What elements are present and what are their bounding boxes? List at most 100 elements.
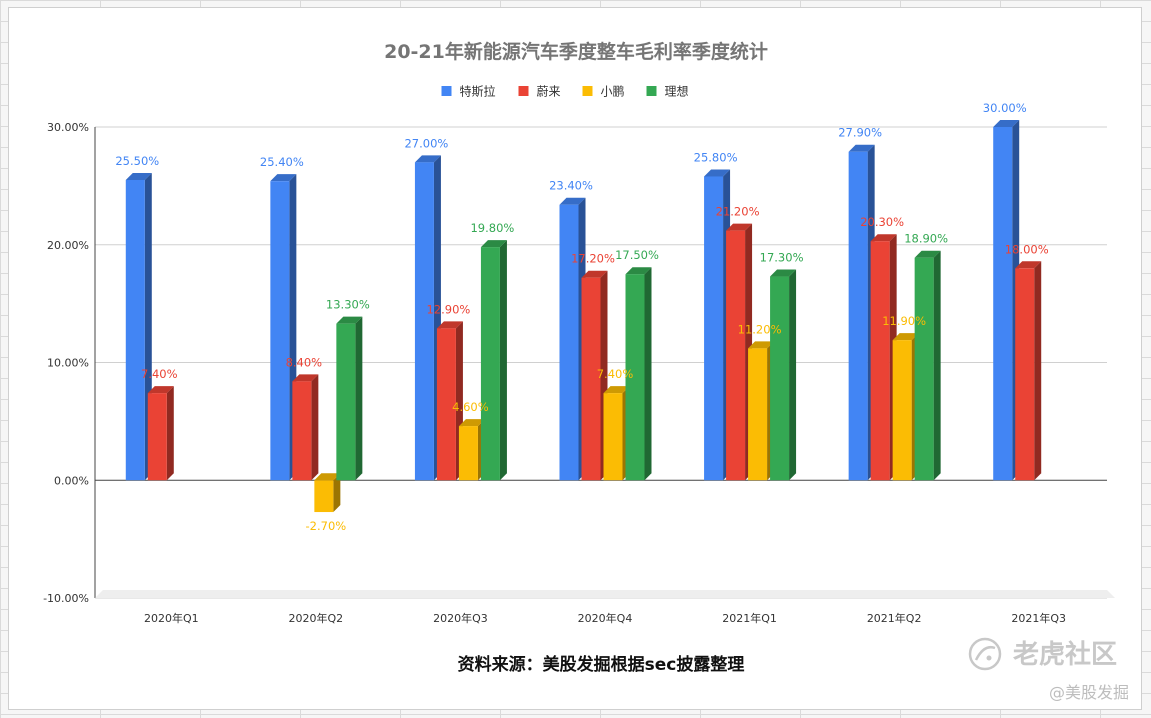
data-label: 17.30% [760, 251, 804, 265]
data-label: 12.90% [426, 302, 470, 316]
x-category-label: 2021年Q3 [1011, 611, 1066, 625]
bar-top [848, 144, 875, 152]
bar-front [480, 247, 500, 481]
watermark-logo-text: 老虎社区 [1013, 639, 1117, 670]
bar [436, 321, 463, 481]
bar-side [333, 473, 341, 513]
bar [314, 473, 341, 513]
bar-front [870, 241, 890, 481]
bar-front [147, 393, 167, 481]
bar-front [625, 274, 645, 481]
bar-side [166, 386, 174, 481]
bar-side [644, 267, 652, 481]
data-label: 21.20% [716, 205, 760, 219]
bar [625, 267, 652, 481]
bar-side [311, 374, 319, 481]
data-label: 7.40% [597, 367, 634, 381]
data-label: 13.30% [326, 298, 370, 312]
chart-canvas: 20-21年新能源汽车季度整车毛利率季度统计 特斯拉 蔚来 小鹏 理想 30.00%2… [43, 40, 1129, 702]
legend-label: 理想 [665, 84, 689, 99]
data-label: 25.40% [260, 155, 304, 169]
bar-front [726, 230, 746, 481]
x-axis-categories: 2020年Q1 2020年Q2 2020年Q3 2020年Q4 2021年Q1 2021年… [144, 611, 1066, 625]
bar-front [1015, 268, 1035, 481]
bar-front [336, 323, 356, 481]
bar-top [870, 234, 897, 242]
bar-top [436, 321, 463, 329]
data-label: 27.90% [838, 126, 882, 140]
x-category-label: 2020年Q3 [433, 611, 488, 625]
chart-panel[interactable]: 20-21年新能源汽车季度整车毛利率季度统计 特斯拉 蔚来 小鹏 理想 30.00% 2… [8, 7, 1142, 710]
bar-top [125, 172, 152, 180]
data-label: 19.80% [470, 221, 514, 235]
watermark-account: @美股发掘 [1049, 683, 1129, 702]
bar [414, 155, 441, 481]
bar-top [559, 197, 586, 205]
data-label: 23.40% [549, 179, 593, 193]
bar-front [892, 340, 912, 481]
bar-side [789, 269, 797, 481]
bar [914, 250, 941, 481]
data-label: 25.80% [694, 150, 738, 164]
bar-top [770, 269, 797, 277]
data-labels: 25.50% 7.40% 25.40% 8.40% -2.70% 13.30% 27.00%… [115, 101, 1048, 533]
x-category-label: 2021年Q2 [867, 611, 922, 625]
bar-side [355, 316, 363, 481]
bar-front [559, 204, 579, 481]
x-category-label: 2020年Q4 [578, 611, 633, 625]
bar-top [914, 250, 941, 258]
watermark: 老虎社区 @美股发掘 [968, 637, 1129, 702]
data-label: 4.60% [452, 400, 489, 414]
x-category-label: 2020年Q2 [289, 611, 344, 625]
bar-top [704, 169, 731, 177]
bar-front [458, 426, 478, 481]
legend-label: 蔚来 [537, 85, 561, 99]
data-label: 7.40% [141, 367, 178, 381]
chart-floor [95, 590, 1115, 598]
data-label: 30.00% [983, 101, 1027, 115]
bar-front [414, 162, 434, 481]
bar-top [292, 374, 319, 382]
bar-top [270, 174, 297, 182]
bar-front [581, 277, 601, 481]
bar [336, 316, 363, 481]
bar-front [314, 480, 334, 513]
bar-top [480, 240, 507, 248]
legend-swatch [518, 86, 529, 96]
data-label: 25.50% [115, 154, 159, 168]
bar-front [770, 276, 790, 481]
bar-top [581, 270, 608, 278]
y-tick-label: 10.00% [47, 357, 89, 370]
x-category-label: 2020年Q1 [144, 611, 199, 625]
bar [770, 269, 797, 481]
bar-top [726, 223, 753, 231]
bar [292, 374, 319, 481]
bar-side [933, 250, 941, 481]
bar-top [625, 267, 652, 275]
legend-swatch [646, 86, 657, 96]
bar-front [270, 181, 290, 481]
y-tick-label: -10.00% [43, 592, 89, 605]
bars [125, 120, 1042, 513]
data-label: 18.00% [1005, 242, 1049, 256]
y-tick-label: 20.00% [47, 239, 89, 252]
x-category-label: 2021年Q1 [722, 611, 777, 625]
bar-top [1015, 261, 1042, 269]
data-label: 17.50% [615, 248, 659, 262]
data-label: 18.90% [904, 232, 948, 246]
bar-top [748, 341, 775, 349]
bar-top [892, 333, 919, 341]
bar-front [436, 328, 456, 481]
bar-front [914, 257, 934, 481]
legend-label: 小鹏 [601, 85, 625, 99]
bar-front [993, 127, 1013, 481]
bar-front [292, 381, 312, 481]
y-tick-label: 30.00% [47, 121, 89, 134]
bar [480, 240, 507, 481]
bar-top [414, 155, 441, 163]
tiger-logo-icon [968, 637, 1002, 671]
legend-label: 特斯拉 [460, 84, 496, 99]
bar-front [603, 393, 623, 481]
data-label: -2.70% [306, 519, 347, 533]
y-tick-label: 0.00% [54, 474, 89, 487]
